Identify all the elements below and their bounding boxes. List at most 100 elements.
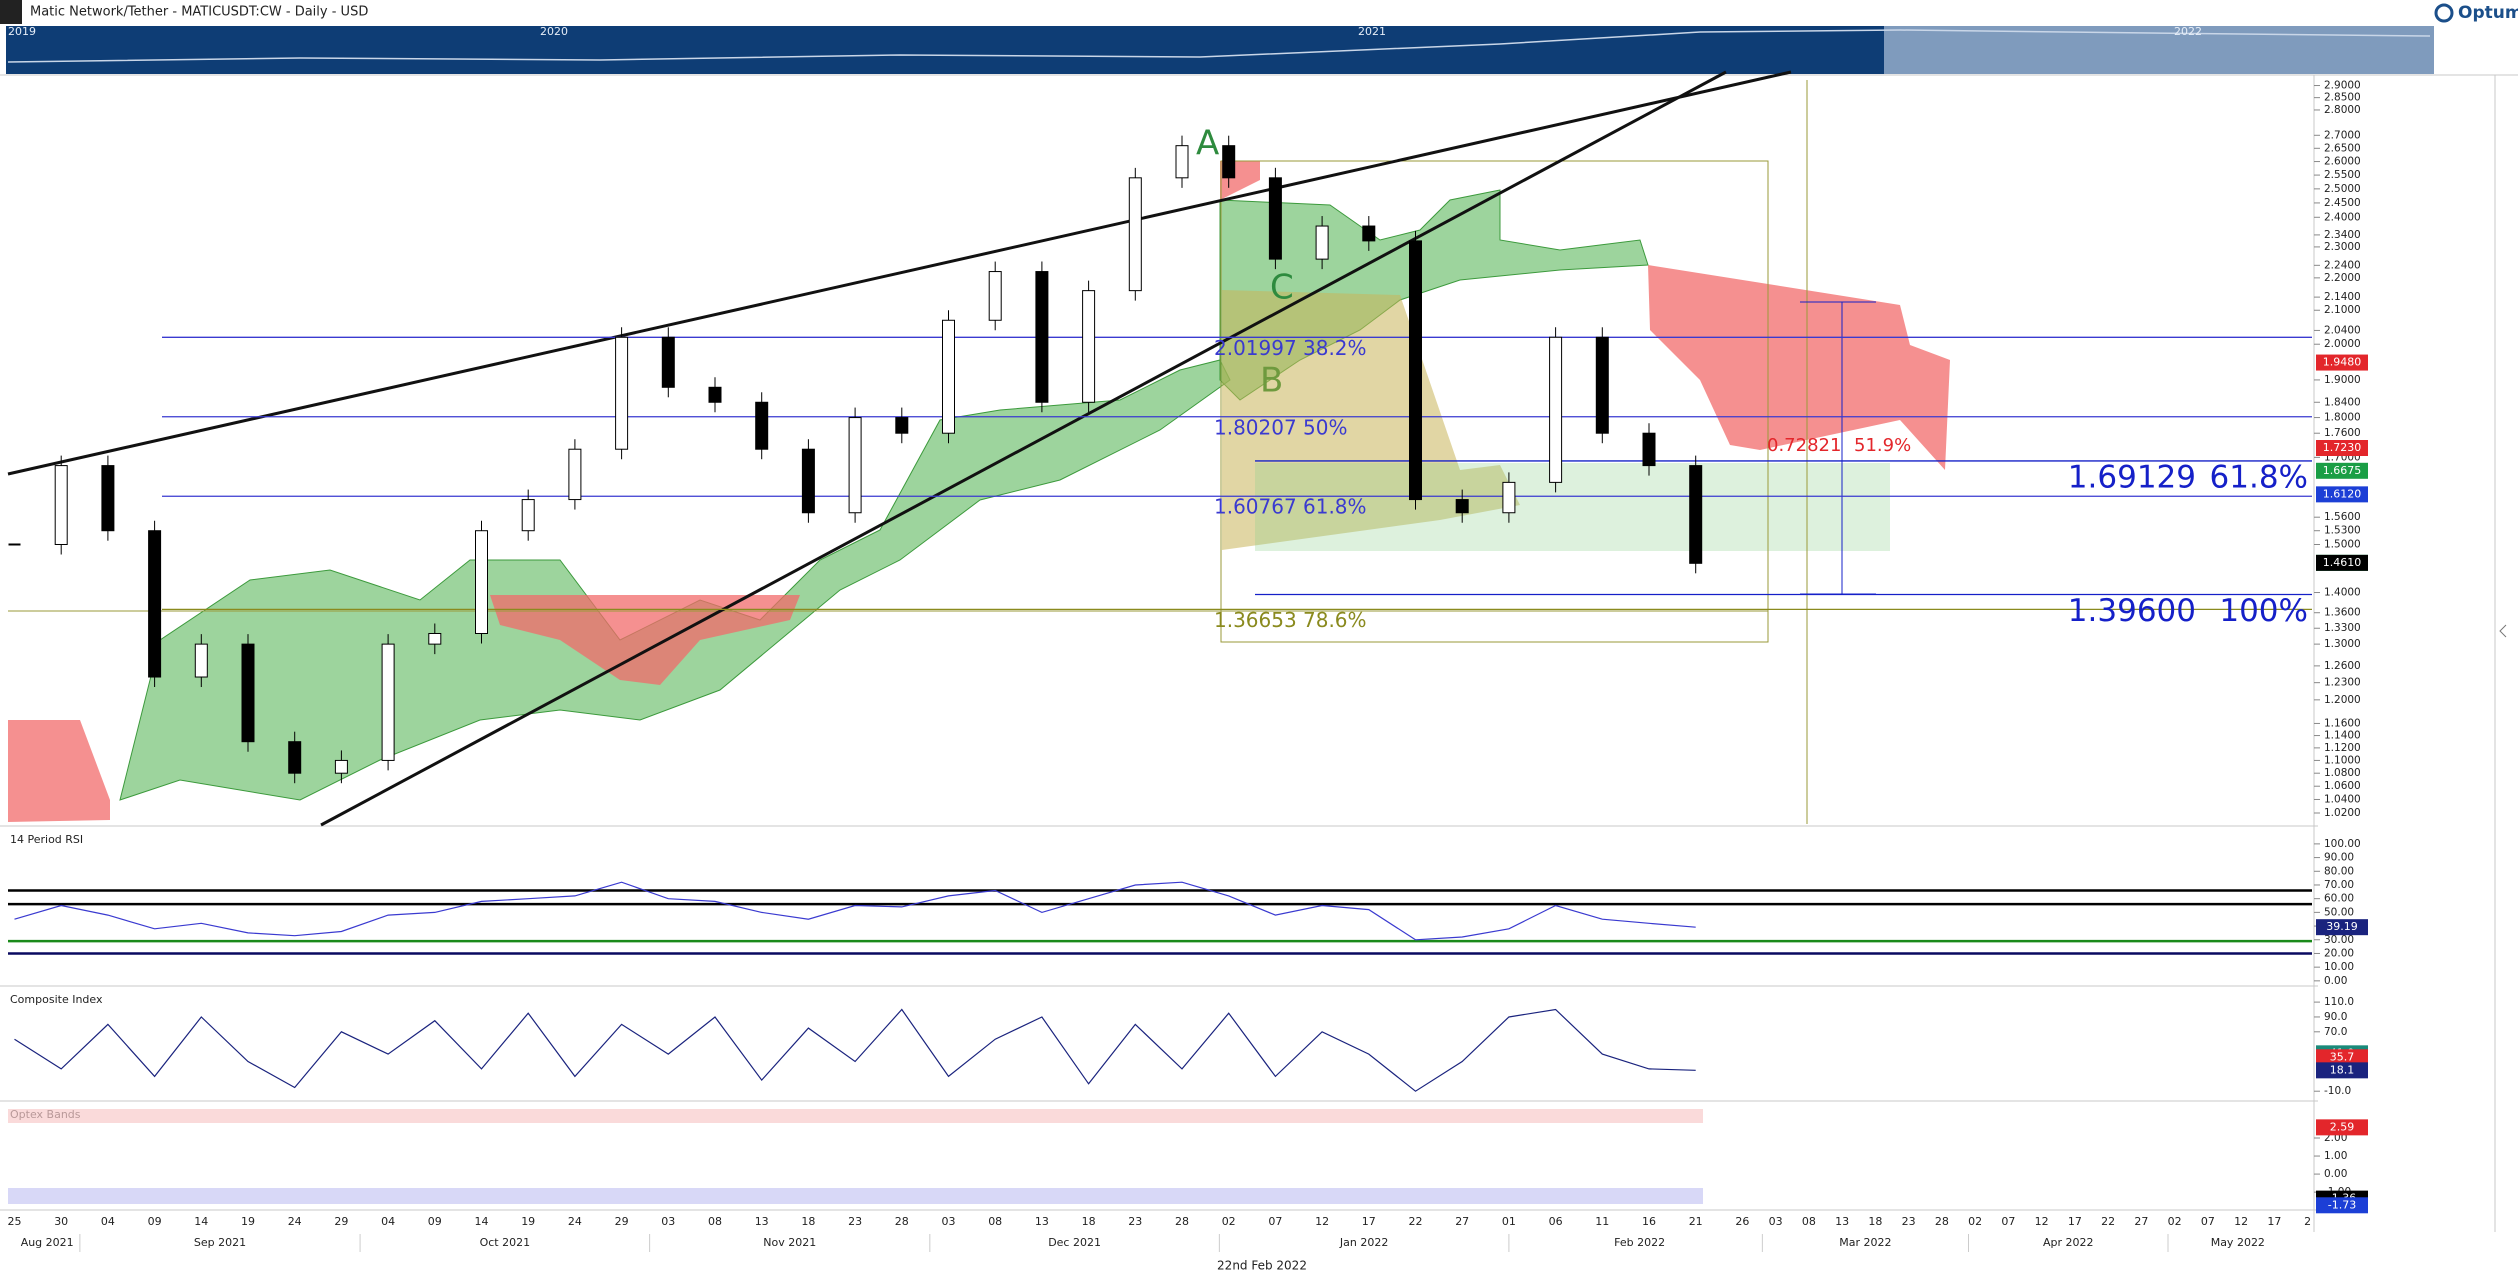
candle <box>475 530 488 634</box>
expand-arrow[interactable] <box>2499 624 2507 638</box>
candle <box>288 741 302 774</box>
month-label: Oct 2021 <box>480 1236 531 1249</box>
y-tick-label: 0.00 <box>2324 975 2347 987</box>
candle <box>1315 225 1329 260</box>
x-tick-label: 21 <box>1689 1215 1703 1228</box>
value-badge <box>2316 354 2368 371</box>
candle <box>755 401 769 450</box>
candle <box>521 499 535 532</box>
candle <box>1689 465 1703 564</box>
candle <box>1268 177 1282 260</box>
value-badge <box>2316 1119 2368 1136</box>
candle <box>801 448 815 514</box>
y-tick-label: 2.9000 <box>2324 80 2361 92</box>
y-tick-label: 20.00 <box>2324 947 2354 959</box>
y-tick-label: 1.00 <box>2324 1150 2347 1162</box>
x-tick-label: 03 <box>661 1215 675 1228</box>
candle <box>148 530 162 678</box>
candle <box>615 336 629 450</box>
retracement-box <box>1220 160 1769 643</box>
cloud-bearish <box>8 720 110 822</box>
y-tick-label: 2.4500 <box>2324 197 2361 209</box>
navigator-year: 2019 <box>8 25 36 38</box>
y-tick-label: 2.8500 <box>2324 92 2361 104</box>
candle <box>381 643 395 761</box>
x-tick-label: 02 <box>1968 1215 1982 1228</box>
value-badge-label: 35.7 <box>2330 1050 2355 1063</box>
y-tick-label: 2.4000 <box>2324 211 2361 223</box>
x-tick-label: 02 <box>2168 1215 2182 1228</box>
y-tick-label: -10.0 <box>2324 1085 2351 1097</box>
candle <box>1362 225 1376 242</box>
x-tick-label: 23 <box>1902 1215 1916 1228</box>
candle <box>54 465 68 545</box>
x-tick-label: 07 <box>2001 1215 2015 1228</box>
y-tick-label: 1.3300 <box>2324 622 2361 634</box>
value-badge-label: 39.19 <box>2326 920 2358 933</box>
y-tick-label: 2.1400 <box>2324 291 2361 303</box>
cloud-bearish <box>1648 265 1950 470</box>
value-badge <box>2316 1062 2368 1079</box>
month-label: Mar 2022 <box>1839 1236 1891 1249</box>
x-tick-label: 12 <box>1315 1215 1329 1228</box>
y-tick-label: 1.1400 <box>2324 730 2361 742</box>
volume-profile <box>1222 290 1520 550</box>
y-tick-label: 1.5600 <box>2324 511 2361 523</box>
y-tick-label: 100.00 <box>2324 838 2361 850</box>
y-tick-label: 2.8000 <box>2324 104 2361 116</box>
y-tick-label: 2.6500 <box>2324 142 2361 154</box>
panel-title: 14 Period RSI <box>10 833 83 846</box>
y-tick-label: 90.0 <box>2324 1011 2347 1023</box>
y-tick-label: 1.1600 <box>2324 717 2361 729</box>
x-tick-label: 11 <box>1595 1215 1609 1228</box>
y-tick-label: 1.3600 <box>2324 607 2361 619</box>
y-tick-label: 2.2000 <box>2324 272 2361 284</box>
navigator-year: 2020 <box>540 25 568 38</box>
value-badge-label: -1.73 <box>2328 1198 2356 1211</box>
y-tick-label: 1.8400 <box>2324 396 2361 408</box>
y-tick-label: 10.00 <box>2324 961 2354 973</box>
candle <box>1502 481 1516 514</box>
cloud-bearish <box>490 595 800 685</box>
x-tick-label: 24 <box>288 1215 302 1228</box>
fib-percent: 61.8% <box>2210 459 2308 495</box>
candle <box>1642 432 1656 467</box>
value-badge-label: 1.7230 <box>2323 441 2362 454</box>
value-badge <box>2316 1197 2368 1214</box>
x-tick-label: 27 <box>2134 1215 2148 1228</box>
measure-percent: 51.9% <box>1854 435 1911 456</box>
value-badge <box>2316 919 2368 936</box>
value-badge <box>2316 440 2368 457</box>
x-tick-label: 03 <box>942 1215 956 1228</box>
fib-percent: 100% <box>2219 593 2308 629</box>
fib-percent: 61.8% <box>1303 495 1367 519</box>
x-tick-label: 22 <box>1409 1215 1423 1228</box>
candle <box>1549 336 1563 483</box>
trend-line <box>320 70 1727 827</box>
value-badge-label: 1.6120 <box>2323 487 2362 500</box>
measure-value: 0.72821 <box>1767 435 1841 456</box>
x-tick-label: 16 <box>1642 1215 1656 1228</box>
x-tick-label: 04 <box>381 1215 395 1228</box>
y-tick-label: 1.1200 <box>2324 742 2361 754</box>
x-tick-label: 19 <box>521 1215 535 1228</box>
fib-value: 1.80207 <box>1214 415 1297 439</box>
logo-icon <box>2434 3 2454 23</box>
candle <box>1222 145 1236 179</box>
fib-value: 2.01997 <box>1214 336 1297 360</box>
app-icon[interactable] <box>0 0 22 24</box>
y-tick-label: 110.0 <box>2324 996 2354 1008</box>
y-tick-label: 90.00 <box>2324 852 2354 864</box>
x-tick-label: 17 <box>2068 1215 2082 1228</box>
wave-label: B <box>1260 361 1283 401</box>
navigator[interactable] <box>6 26 1884 74</box>
candle <box>101 465 115 532</box>
y-tick-label: 70.00 <box>2324 879 2354 891</box>
x-tick-label: 02 <box>1222 1215 1236 1228</box>
y-tick-label: 1.5300 <box>2324 525 2361 537</box>
y-tick-label: 1.0200 <box>2324 807 2361 819</box>
navigator-window[interactable] <box>1884 26 2434 74</box>
x-tick-label: 28 <box>1175 1215 1189 1228</box>
fib-percent: 38.2% <box>1303 336 1367 360</box>
y-tick-label: 2.6000 <box>2324 156 2361 168</box>
